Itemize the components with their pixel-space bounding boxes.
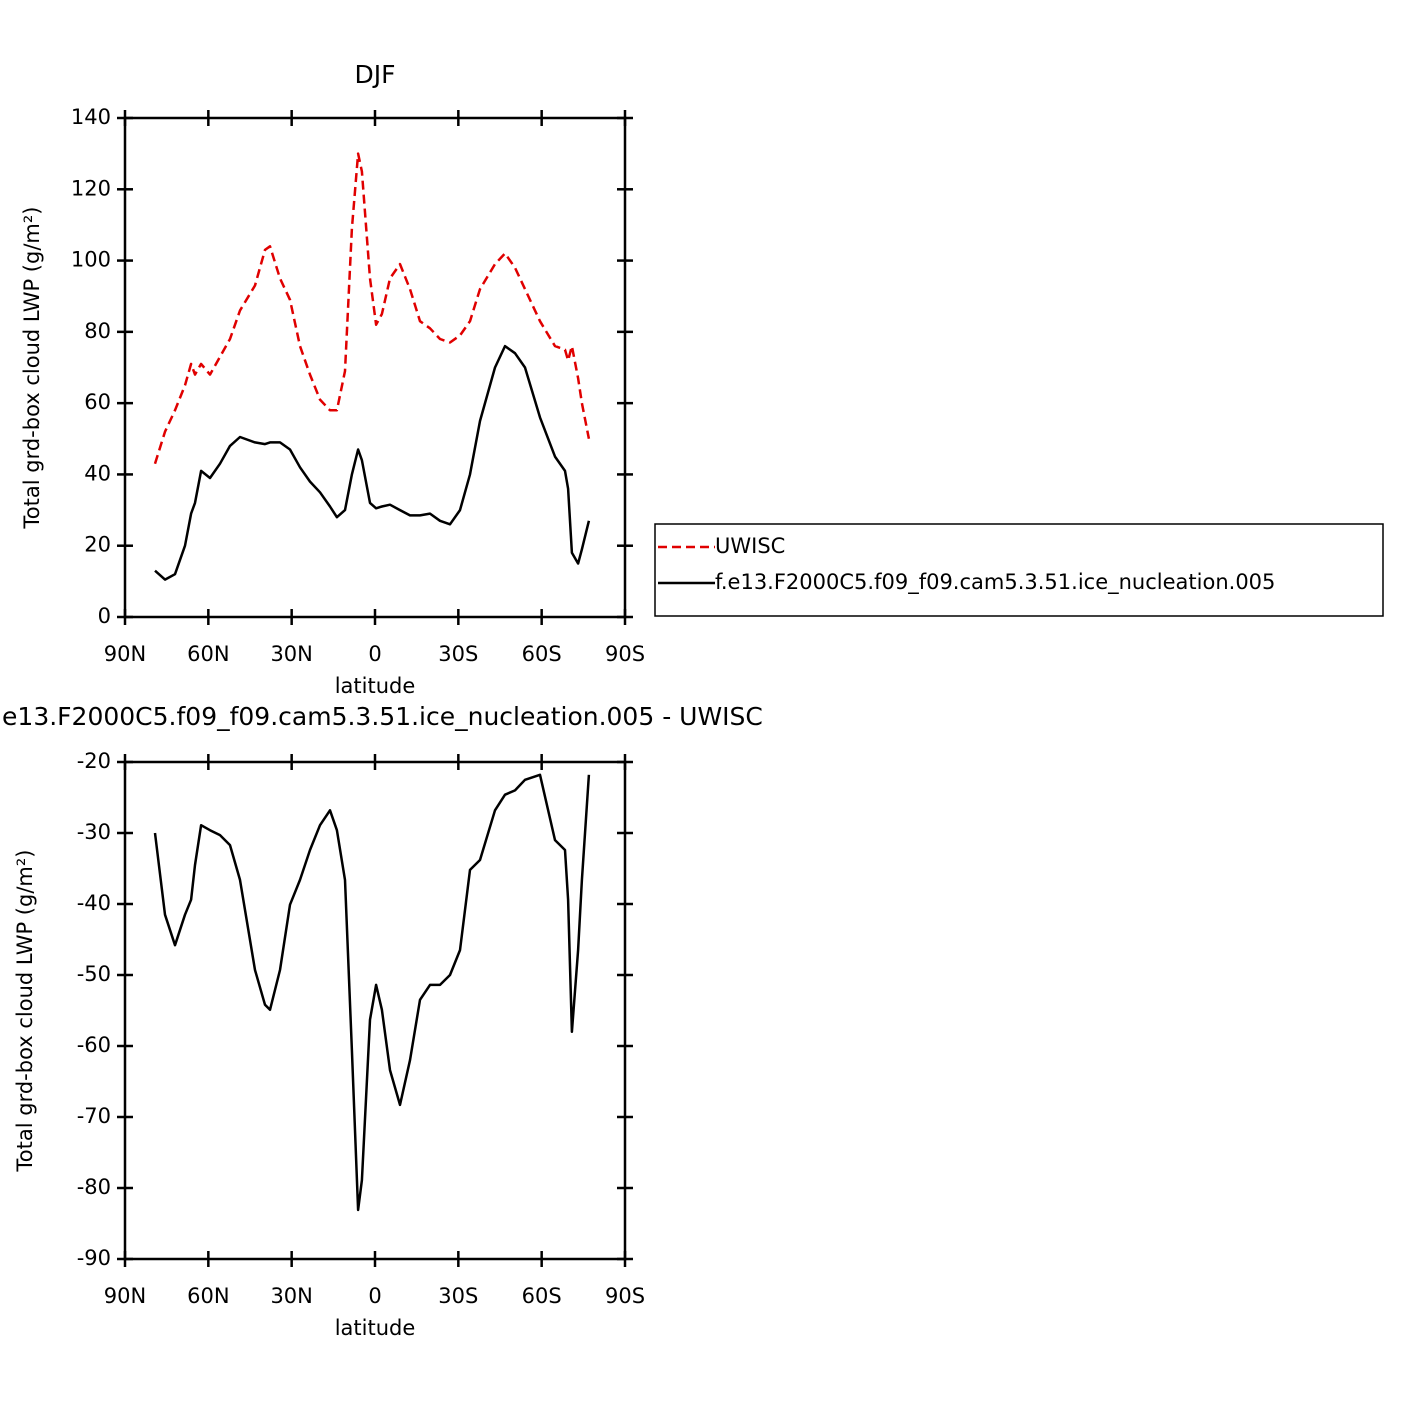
legend-box: [654, 523, 1384, 617]
x-tick-label: 30N: [270, 642, 312, 666]
y-axis-label: Total grd-box cloud LWP (g/m²): [13, 850, 37, 1173]
y-tick-label: -20: [77, 749, 111, 773]
data-line: [154, 344, 591, 581]
y-tick-label: 40: [84, 461, 111, 485]
y-tick-label: 140: [71, 105, 111, 129]
y-tick-label: -30: [77, 820, 111, 844]
legend-label: f.e13.F2000C5.f09_f09.cam5.3.51.ice_nucl…: [715, 570, 1275, 595]
y-tick-label: -50: [77, 962, 111, 986]
y-tick-label: -70: [77, 1104, 111, 1128]
x-tick-label: 90N: [104, 642, 146, 666]
x-tick-label: 0: [368, 1284, 381, 1308]
y-tick-label: 120: [71, 176, 111, 200]
x-tick-label: 30S: [438, 1284, 478, 1308]
x-tick-label: 90S: [605, 1284, 645, 1308]
y-tick-label: -60: [77, 1033, 111, 1057]
x-tick-label: 90S: [605, 642, 645, 666]
x-axis-label: latitude: [335, 674, 416, 698]
y-axis-label: Total grd-box cloud LWP (g/m²): [20, 207, 44, 530]
chart-title: DJF: [354, 60, 395, 89]
y-tick-label: 60: [84, 390, 111, 414]
y-tick-label: -40: [77, 891, 111, 915]
x-tick-label: 60N: [187, 1284, 229, 1308]
legend-label: UWISC: [715, 534, 785, 558]
chart-title: f.e13.F2000C5.f09_f09.cam5.3.51.ice_nucl…: [0, 702, 763, 731]
x-tick-label: 30S: [438, 642, 478, 666]
y-tick-label: 20: [84, 533, 111, 557]
x-tick-label: 60S: [522, 1284, 562, 1308]
x-tick-label: 30N: [270, 1284, 312, 1308]
y-tick-label: 100: [71, 248, 111, 272]
data-line: [153, 773, 591, 1212]
y-tick-label: -80: [77, 1175, 111, 1199]
x-tick-label: 90N: [104, 1284, 146, 1308]
data-line: [153, 152, 591, 465]
y-tick-label: 80: [84, 319, 111, 343]
y-tick-label: -90: [77, 1246, 111, 1270]
x-tick-label: 0: [368, 642, 381, 666]
x-tick-label: 60S: [522, 642, 562, 666]
x-tick-label: 60N: [187, 642, 229, 666]
y-tick-label: 0: [98, 604, 111, 628]
x-axis-label: latitude: [335, 1316, 416, 1340]
